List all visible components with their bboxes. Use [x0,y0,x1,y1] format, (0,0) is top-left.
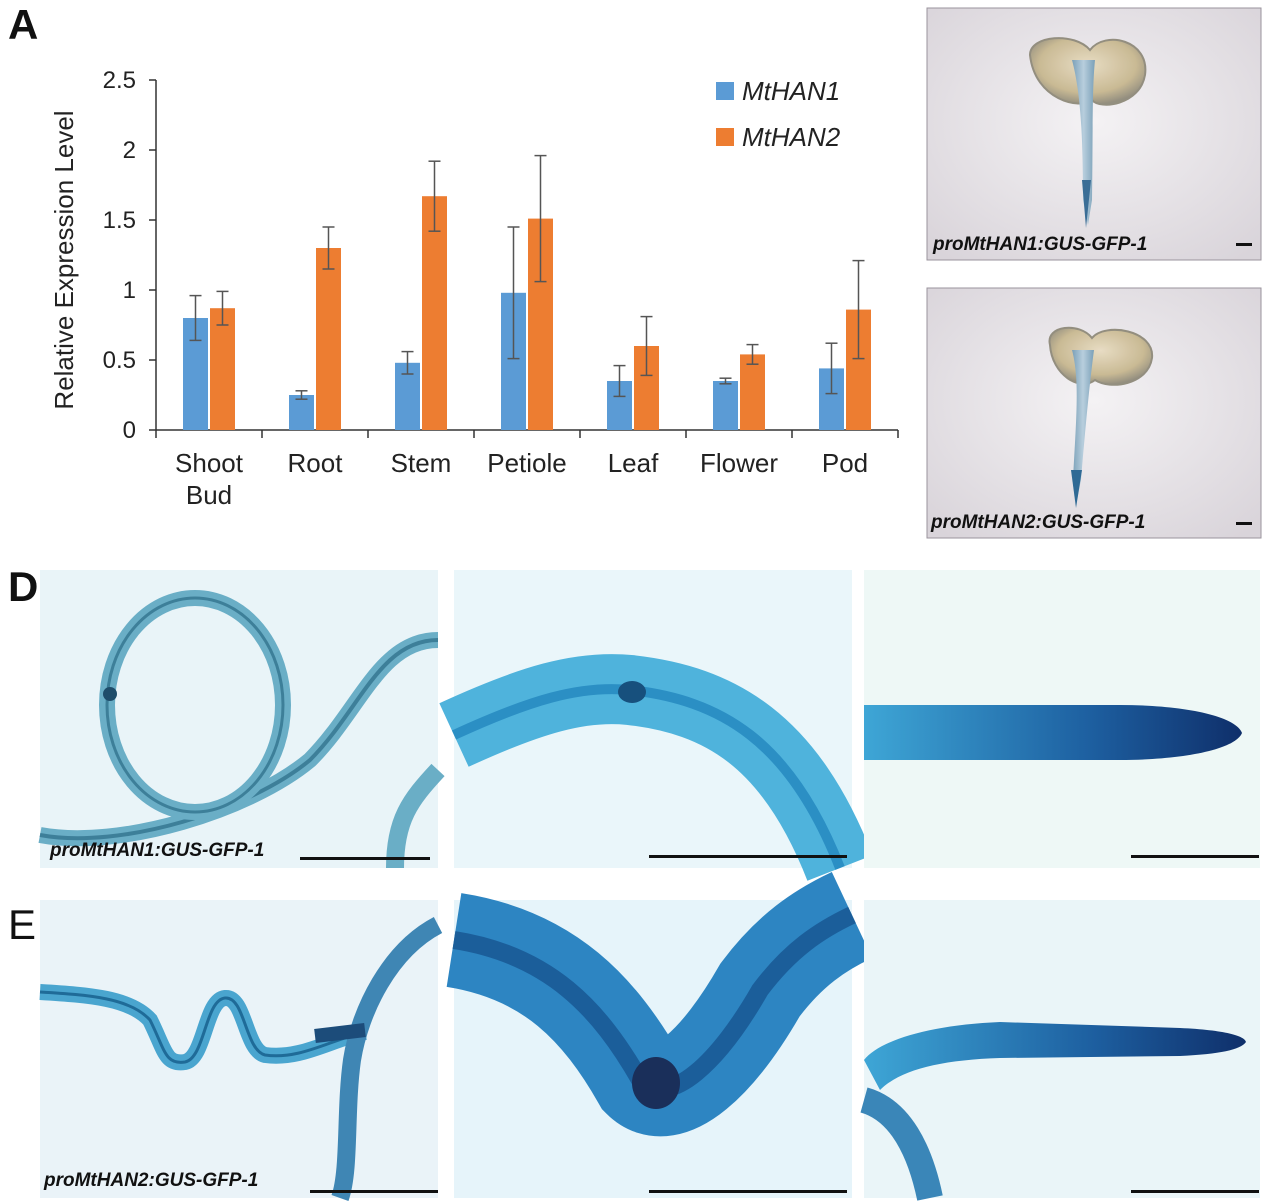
root-photo-d1 [38,570,445,869]
y-tick-label: 0 [123,417,136,444]
caption-e: proMtHAN2:GUS-GFP-1 [43,1170,258,1191]
x-tick-label: Leaf [608,448,659,478]
y-tick-label: 2.5 [103,67,136,94]
root-photo-e3 [859,900,1260,1201]
y-tick-label: 0.5 [103,347,136,374]
x-tick-label: Root [288,448,344,478]
legend-swatch-mthan2 [716,128,734,146]
panel-label-e: E [8,901,37,948]
root-photo-e1 [39,900,443,1202]
panel-label-d: D [8,563,39,610]
bar-mthan2 [740,354,765,430]
root-photo-d3 [864,570,1260,868]
bar-mthan1 [289,395,314,430]
seedling-photo-b [926,7,1262,261]
caption-c: proMtHAN2:GUS-GFP-1 [930,512,1145,533]
x-tick-label: Petiole [487,448,567,478]
bar-mthan2 [210,308,235,430]
bar-mthan2 [316,248,341,430]
bar-mthan1 [713,381,738,430]
chart-legend: MtHAN1 MtHAN2 [716,76,841,152]
x-tick-label: Pod [822,448,868,478]
seedling-photo-c [926,287,1262,539]
legend-swatch-mthan1 [716,82,734,100]
x-tick-label: Stem [391,448,452,478]
x-tick-label: Flower [700,448,778,478]
legend-label-mthan1: MtHAN1 [742,76,840,106]
y-tick-label: 1 [123,277,136,304]
x-tick-label: Shoot [175,448,244,478]
root-photo-d2 [439,570,873,882]
panel-label-a: A [8,1,39,48]
bar-mthan2 [422,196,447,430]
y-tick-label: 2 [123,137,136,164]
y-tick-label: 1.5 [103,207,136,234]
x-tick-label: Bud [186,480,232,510]
root-photo-e2 [445,871,873,1198]
y-axis-label: Relative Expression Level [49,110,79,409]
caption-d: proMtHAN1:GUS-GFP-1 [49,840,264,861]
caption-b: proMtHAN1:GUS-GFP-1 [932,234,1147,255]
legend-label-mthan2: MtHAN2 [742,122,841,152]
